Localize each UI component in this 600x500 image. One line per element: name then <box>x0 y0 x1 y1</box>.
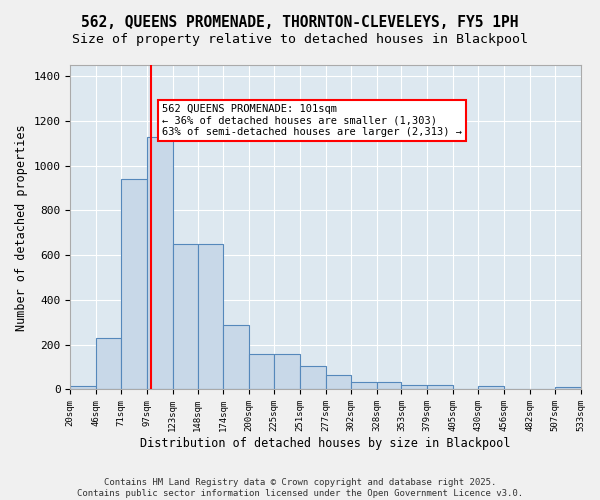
Bar <box>326 375 351 390</box>
Text: 562, QUEENS PROMENADE, THORNTON-CLEVELEYS, FY5 1PH: 562, QUEENS PROMENADE, THORNTON-CLEVELEY… <box>81 15 519 30</box>
Bar <box>173 244 197 390</box>
Bar <box>351 382 377 390</box>
Bar <box>70 386 96 390</box>
Bar <box>554 387 581 390</box>
Bar <box>427 385 453 390</box>
Text: Contains HM Land Registry data © Crown copyright and database right 2025.
Contai: Contains HM Land Registry data © Crown c… <box>77 478 523 498</box>
Y-axis label: Number of detached properties: Number of detached properties <box>15 124 28 330</box>
Bar <box>121 179 147 390</box>
Bar <box>300 366 326 390</box>
Bar <box>250 354 274 390</box>
Bar <box>96 338 121 390</box>
Bar <box>478 386 504 390</box>
X-axis label: Distribution of detached houses by size in Blackpool: Distribution of detached houses by size … <box>140 437 511 450</box>
Bar <box>274 354 300 390</box>
Text: 562 QUEENS PROMENADE: 101sqm
← 36% of detached houses are smaller (1,303)
63% of: 562 QUEENS PROMENADE: 101sqm ← 36% of de… <box>162 104 462 137</box>
Bar <box>377 382 401 390</box>
Text: Size of property relative to detached houses in Blackpool: Size of property relative to detached ho… <box>72 32 528 46</box>
Bar <box>197 244 223 390</box>
Bar <box>147 136 173 390</box>
Bar <box>223 324 250 390</box>
Bar <box>401 385 427 390</box>
